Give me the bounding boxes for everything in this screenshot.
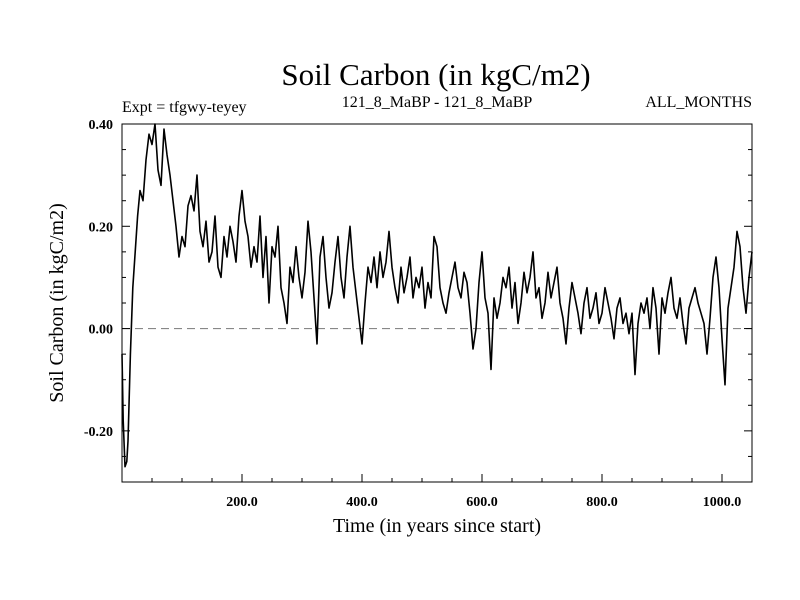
y-axis-ticks: 0.40 0.20 0.00 -0.20 (84, 118, 752, 457)
y-axis-label: Soil Carbon (in kgC/m2) (46, 203, 68, 402)
x-tick-label: 600.0 (466, 495, 498, 510)
x-axis-label: Time (in years since start) (333, 515, 541, 537)
x-tick-label: 200.0 (226, 495, 258, 510)
subtitle-center: 121_8_MaBP - 121_8_MaBP (342, 94, 533, 111)
subtitle-left: Expt = tfgwy-teyey (122, 99, 247, 116)
y-tick-label: 0.00 (89, 323, 114, 338)
x-tick-label: 1000.0 (703, 495, 742, 510)
x-tick-label: 800.0 (586, 495, 618, 510)
subtitle-right: ALL_MONTHS (645, 94, 752, 111)
chart-title: Soil Carbon (in kgC/m2) (281, 57, 590, 92)
y-tick-label: 0.40 (89, 118, 114, 133)
x-tick-label: 400.0 (346, 495, 378, 510)
series-line-soil-carbon (121, 123, 753, 468)
plot-frame (121, 123, 753, 483)
y-tick-label: 0.20 (89, 220, 114, 235)
y-tick-label: -0.20 (84, 425, 113, 440)
x-axis-ticks: 200.0 400.0 600.0 800.0 1000.0 (151, 474, 742, 510)
